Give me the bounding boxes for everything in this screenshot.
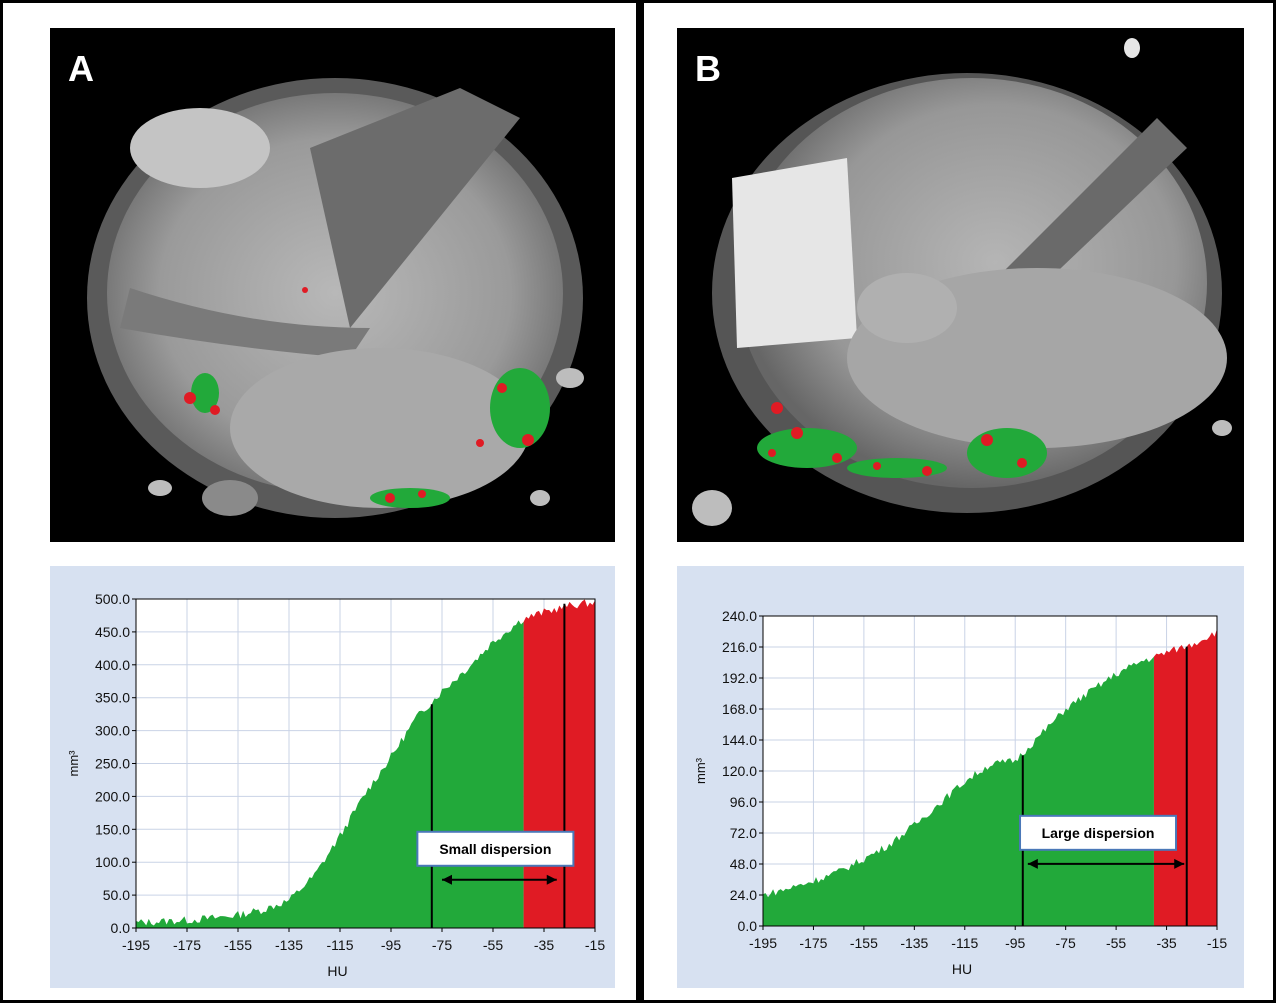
x-tick-label: -35 xyxy=(1156,935,1176,951)
y-tick-label: 200.0 xyxy=(95,788,130,804)
x-tick-label: -155 xyxy=(850,935,878,951)
x-tick-label: -15 xyxy=(585,937,605,953)
panel-divider xyxy=(636,0,644,1003)
dispersion-arrowhead-left xyxy=(442,874,452,885)
histogram-svg-a: Small dispersion 0.0 50.0 100.0 150.0 200.0 25… xyxy=(66,591,605,979)
x-tick-label: -135 xyxy=(275,937,303,953)
dispersion-label: Small dispersion xyxy=(439,841,551,857)
x-tick-label: -95 xyxy=(381,937,401,953)
y-axis-label: mm³ xyxy=(693,757,708,784)
histogram-chart-b: Large dispersion 0.0 24.0 48.0 72.0 96.0 120.0… xyxy=(677,566,1244,988)
y-tick-label: 300.0 xyxy=(95,723,130,739)
y-tick-label: 400.0 xyxy=(95,657,130,673)
x-tick-label: -55 xyxy=(1106,935,1126,951)
x-tick-label: -115 xyxy=(951,935,978,951)
dispersion-label: Large dispersion xyxy=(1042,825,1155,841)
y-tick-label: 192.0 xyxy=(722,670,757,686)
x-tick-label: -75 xyxy=(432,937,452,953)
ct-scan-illustration-b xyxy=(692,38,1232,526)
y-tick-label: 250.0 xyxy=(95,756,130,772)
y-tick-label: 350.0 xyxy=(95,690,130,706)
y-tick-label: 48.0 xyxy=(730,856,757,872)
y-tick-label: 50.0 xyxy=(103,887,130,903)
series-area-red xyxy=(523,599,595,928)
x-tick-label: -195 xyxy=(749,935,777,951)
panel-label-a: A xyxy=(68,48,94,89)
x-tick-label: -35 xyxy=(534,937,554,953)
x-tick-label: -155 xyxy=(224,937,252,953)
y-tick-label: 150.0 xyxy=(95,821,130,837)
x-axis-label: HU xyxy=(952,961,972,977)
x-tick-label: -175 xyxy=(799,935,827,951)
dispersion-label-box xyxy=(416,830,575,867)
x-axis-label: HU xyxy=(327,963,347,979)
y-tick-label: 100.0 xyxy=(95,854,130,870)
y-tick-label: 120.0 xyxy=(722,763,757,779)
series-area-red xyxy=(1153,628,1217,926)
y-tick-label: 450.0 xyxy=(95,624,130,640)
y-tick-label: 0.0 xyxy=(111,920,131,936)
y-tick-label: 144.0 xyxy=(722,732,757,748)
x-tick-label: -135 xyxy=(900,935,928,951)
dispersion-arrowhead-right xyxy=(1174,858,1185,869)
histogram-chart-a: Small dispersion 0.0 50.0 100.0 150.0 200.0 25… xyxy=(50,566,615,988)
x-tick-label: -115 xyxy=(327,937,354,953)
x-tick-label: -195 xyxy=(122,937,150,953)
y-tick-label: 240.0 xyxy=(722,608,757,624)
x-tick-label: -55 xyxy=(483,937,503,953)
dispersion-arrowhead-left xyxy=(1027,858,1038,869)
y-axis-label: mm³ xyxy=(66,750,81,777)
x-tick-label: -75 xyxy=(1056,935,1076,951)
ct-image-b xyxy=(677,28,1244,542)
x-tick-label: -95 xyxy=(1005,935,1025,951)
x-tick-label: -15 xyxy=(1207,935,1227,951)
dispersion-label-box xyxy=(1019,814,1178,851)
ct-image-a xyxy=(50,28,615,542)
y-tick-label: 500.0 xyxy=(95,591,130,607)
ct-scan-illustration-a xyxy=(87,78,584,518)
x-tick-label: -175 xyxy=(173,937,201,953)
dispersion-arrowhead-right xyxy=(546,874,557,885)
y-tick-label: 0.0 xyxy=(738,918,758,934)
panel-label-b: B xyxy=(695,48,721,89)
series-area-green xyxy=(763,656,1154,926)
y-tick-label: 96.0 xyxy=(730,794,757,810)
y-tick-label: 216.0 xyxy=(722,639,757,655)
y-tick-label: 72.0 xyxy=(730,825,757,841)
y-tick-label: 168.0 xyxy=(722,701,757,717)
y-tick-label: 24.0 xyxy=(730,887,757,903)
histogram-svg-b: Large dispersion 0.0 24.0 48.0 72.0 96.0 120.0… xyxy=(693,608,1227,977)
